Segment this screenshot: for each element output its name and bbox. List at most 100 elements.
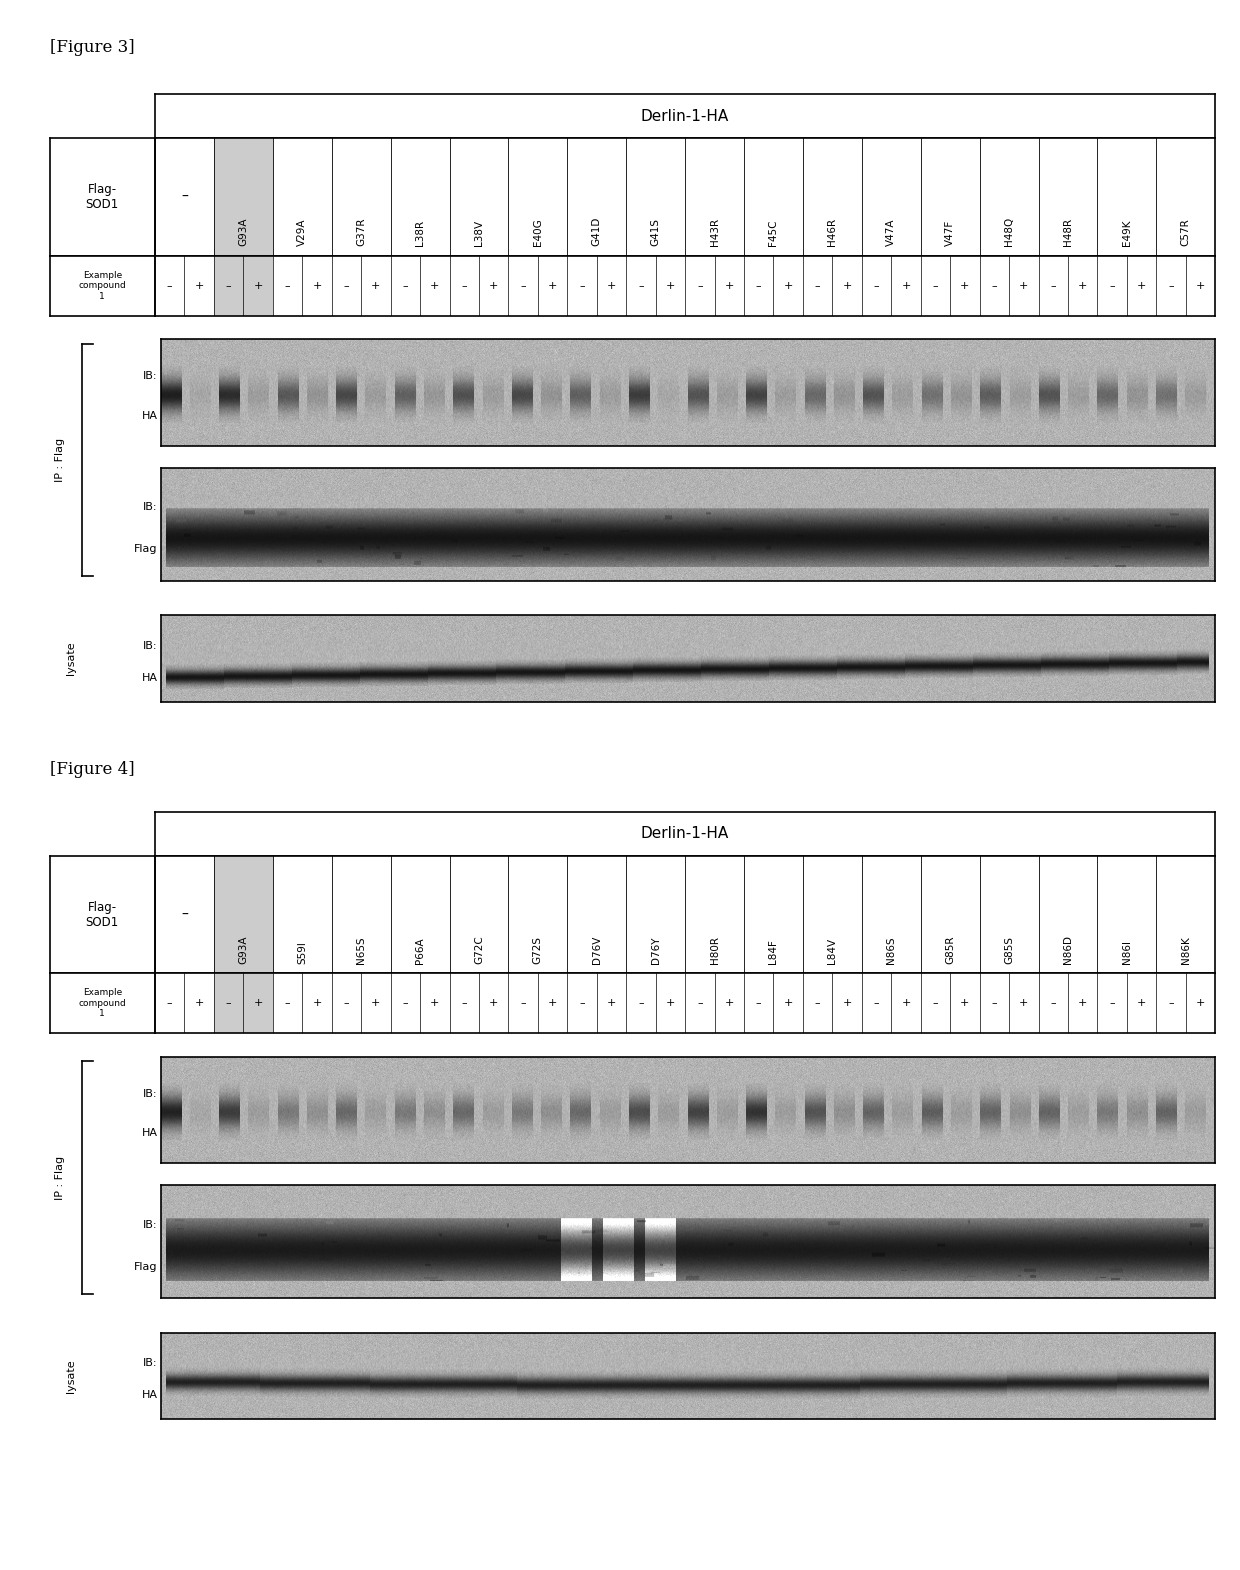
Text: –: – — [521, 999, 526, 1008]
Text: Flag: Flag — [134, 1262, 157, 1272]
Text: +: + — [1137, 281, 1146, 290]
Text: Flag-
SOD1: Flag- SOD1 — [86, 184, 119, 210]
Text: L38V: L38V — [474, 220, 484, 246]
Text: +: + — [548, 999, 557, 1008]
Bar — [215, 256, 273, 316]
Text: H48R: H48R — [1063, 218, 1073, 246]
Text: +: + — [666, 999, 675, 1008]
Text: +: + — [489, 999, 498, 1008]
Text: +: + — [312, 281, 321, 290]
Text: L38R: L38R — [415, 220, 425, 246]
Text: E49K: E49K — [1122, 220, 1132, 246]
Text: +: + — [724, 999, 734, 1008]
Text: –: – — [874, 999, 879, 1008]
Text: –: – — [167, 999, 172, 1008]
Text: –: – — [181, 190, 188, 204]
Text: [Figure 4]: [Figure 4] — [50, 761, 134, 779]
Text: –: – — [285, 999, 290, 1008]
Text: +: + — [960, 999, 970, 1008]
Text: –: – — [756, 281, 761, 290]
Text: +: + — [430, 999, 439, 1008]
Text: N86D: N86D — [1063, 936, 1073, 964]
Text: –: – — [639, 281, 644, 290]
Text: –: – — [167, 281, 172, 290]
Text: G93A: G93A — [238, 936, 248, 964]
Text: +: + — [1078, 999, 1087, 1008]
Text: –: – — [697, 999, 703, 1008]
Text: Derlin-1-HA: Derlin-1-HA — [641, 826, 729, 842]
Text: –: – — [285, 281, 290, 290]
Text: N65S: N65S — [356, 936, 366, 964]
Text: HA: HA — [141, 672, 157, 683]
Text: +: + — [666, 281, 675, 290]
Text: –: – — [403, 999, 408, 1008]
Text: –: – — [226, 281, 232, 290]
Text: –: – — [579, 281, 585, 290]
Bar — [215, 856, 273, 973]
Text: +: + — [253, 999, 263, 1008]
Text: H80R: H80R — [709, 936, 719, 964]
Text: G72C: G72C — [474, 936, 484, 964]
Text: IB:: IB: — [144, 372, 157, 382]
Text: lysate: lysate — [66, 1360, 77, 1393]
Text: –: – — [521, 281, 526, 290]
Text: –: – — [579, 999, 585, 1008]
Text: L84F: L84F — [769, 939, 779, 964]
Text: +: + — [1137, 999, 1146, 1008]
Text: G85S: G85S — [1004, 936, 1014, 964]
Text: +: + — [960, 281, 970, 290]
Text: +: + — [195, 999, 203, 1008]
Text: Flag-
SOD1: Flag- SOD1 — [86, 901, 119, 928]
Text: Derlin-1-HA: Derlin-1-HA — [641, 108, 729, 124]
Text: –: – — [461, 281, 467, 290]
Text: H46R: H46R — [827, 218, 837, 246]
Text: –: – — [403, 281, 408, 290]
Text: V47A: V47A — [887, 218, 897, 246]
Text: IP : Flag: IP : Flag — [56, 1156, 66, 1199]
Text: +: + — [1195, 281, 1205, 290]
Text: Flag: Flag — [134, 545, 157, 554]
Text: HA: HA — [141, 1389, 157, 1400]
Text: N86S: N86S — [887, 936, 897, 964]
Text: +: + — [606, 281, 616, 290]
Text: L84V: L84V — [827, 937, 837, 964]
Text: IB:: IB: — [144, 1090, 157, 1099]
Text: –: – — [932, 281, 939, 290]
Text: –: – — [932, 999, 939, 1008]
Text: +: + — [1019, 281, 1028, 290]
Text: Example
compound
1: Example compound 1 — [78, 989, 126, 1017]
Text: +: + — [430, 281, 439, 290]
Text: +: + — [842, 999, 852, 1008]
Text: Example
compound
1: Example compound 1 — [78, 272, 126, 300]
Text: +: + — [842, 281, 852, 290]
Text: –: – — [1110, 999, 1115, 1008]
Text: [Figure 3]: [Figure 3] — [50, 39, 134, 57]
Text: –: – — [343, 999, 350, 1008]
Text: –: – — [815, 999, 821, 1008]
Text: –: – — [874, 281, 879, 290]
Text: G85R: G85R — [945, 936, 955, 964]
Text: IP : Flag: IP : Flag — [56, 438, 66, 482]
Text: G93A: G93A — [238, 218, 248, 246]
Text: IB:: IB: — [144, 1220, 157, 1229]
Text: –: – — [1050, 281, 1056, 290]
Text: G41S: G41S — [651, 218, 661, 246]
Text: –: – — [639, 999, 644, 1008]
Text: +: + — [548, 281, 557, 290]
Text: +: + — [253, 281, 263, 290]
Text: D76V: D76V — [591, 936, 601, 964]
Text: G37R: G37R — [356, 218, 366, 246]
Text: –: – — [815, 281, 821, 290]
Text: –: – — [697, 281, 703, 290]
Text: HA: HA — [141, 411, 157, 421]
Text: V29A: V29A — [298, 218, 308, 246]
Text: +: + — [784, 999, 792, 1008]
Text: +: + — [312, 999, 321, 1008]
Text: +: + — [901, 281, 910, 290]
Text: +: + — [784, 281, 792, 290]
Text: –: – — [343, 281, 350, 290]
Text: IB:: IB: — [144, 641, 157, 650]
Text: +: + — [724, 281, 734, 290]
Text: –: – — [181, 907, 188, 922]
Text: HA: HA — [141, 1129, 157, 1138]
